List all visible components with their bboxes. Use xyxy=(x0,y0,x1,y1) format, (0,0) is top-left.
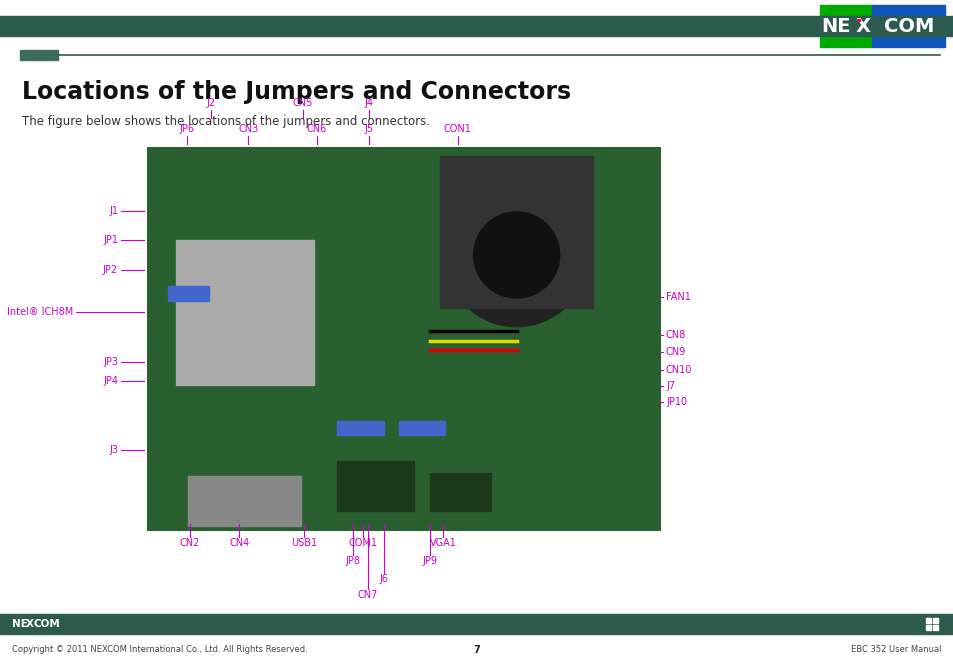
Bar xyxy=(429,472,491,511)
Text: J2: J2 xyxy=(207,98,215,108)
Text: CN4: CN4 xyxy=(229,538,249,548)
Text: CN2: CN2 xyxy=(179,538,200,548)
Text: JP6: JP6 xyxy=(180,124,194,134)
Text: CN9: CN9 xyxy=(665,347,685,358)
Text: Intel® ICH8M: Intel® ICH8M xyxy=(7,307,73,317)
Text: CN7: CN7 xyxy=(357,590,378,600)
Bar xyxy=(925,618,930,623)
Bar xyxy=(932,618,937,623)
Text: J1: J1 xyxy=(109,206,118,216)
Bar xyxy=(439,156,593,308)
Text: NE: NE xyxy=(12,619,28,629)
Bar xyxy=(20,50,58,60)
Text: Locations of the Jumpers and Connectors: Locations of the Jumpers and Connectors xyxy=(22,80,571,104)
Text: J7: J7 xyxy=(665,380,675,390)
Text: CON1: CON1 xyxy=(443,124,471,134)
Text: NE: NE xyxy=(821,17,850,36)
Bar xyxy=(932,625,937,630)
Text: Chapter 2: Jumpers and Connectors: Chapter 2: Jumpers and Connectors xyxy=(22,22,208,32)
Bar xyxy=(398,421,444,435)
Bar xyxy=(337,421,383,435)
Text: J5: J5 xyxy=(364,124,374,134)
Text: CN10: CN10 xyxy=(665,364,692,374)
Text: JP1: JP1 xyxy=(103,235,118,245)
Text: J4: J4 xyxy=(364,98,374,108)
Text: J3: J3 xyxy=(109,445,118,455)
Text: CN3: CN3 xyxy=(238,124,258,134)
Text: X: X xyxy=(855,17,870,36)
Text: X: X xyxy=(26,619,34,629)
Bar xyxy=(925,625,930,630)
Text: J6: J6 xyxy=(379,574,388,584)
Bar xyxy=(0,614,953,634)
Bar xyxy=(188,476,300,526)
Text: CN8: CN8 xyxy=(665,330,685,340)
Bar xyxy=(168,286,209,301)
Text: JP8: JP8 xyxy=(345,556,360,566)
Text: JP10: JP10 xyxy=(665,397,686,407)
Text: 7: 7 xyxy=(473,645,480,655)
Text: USB1: USB1 xyxy=(291,538,317,548)
Text: COM: COM xyxy=(882,17,933,36)
Text: The figure below shows the locations of the jumpers and connectors.: The figure below shows the locations of … xyxy=(22,115,430,128)
Text: JP2: JP2 xyxy=(103,265,118,276)
Circle shape xyxy=(444,183,588,327)
Bar xyxy=(148,148,659,530)
Bar xyxy=(872,5,944,47)
Text: COM1: COM1 xyxy=(348,538,377,548)
Text: JP9: JP9 xyxy=(421,556,436,566)
Bar xyxy=(820,5,872,47)
Bar xyxy=(337,461,414,511)
Bar xyxy=(0,16,953,36)
Text: VGA1: VGA1 xyxy=(429,538,456,548)
Bar xyxy=(175,240,314,385)
Circle shape xyxy=(473,212,559,298)
Text: Copyright © 2011 NEXCOM International Co., Ltd. All Rights Reserved.: Copyright © 2011 NEXCOM International Co… xyxy=(12,646,308,655)
Text: EBC 352 User Manual: EBC 352 User Manual xyxy=(851,646,941,655)
Text: CN5: CN5 xyxy=(293,98,313,108)
Text: CN6: CN6 xyxy=(307,124,327,134)
Text: COM: COM xyxy=(34,619,61,629)
Text: JP4: JP4 xyxy=(103,376,118,386)
Text: JP3: JP3 xyxy=(103,357,118,367)
Text: FAN1: FAN1 xyxy=(665,292,690,302)
